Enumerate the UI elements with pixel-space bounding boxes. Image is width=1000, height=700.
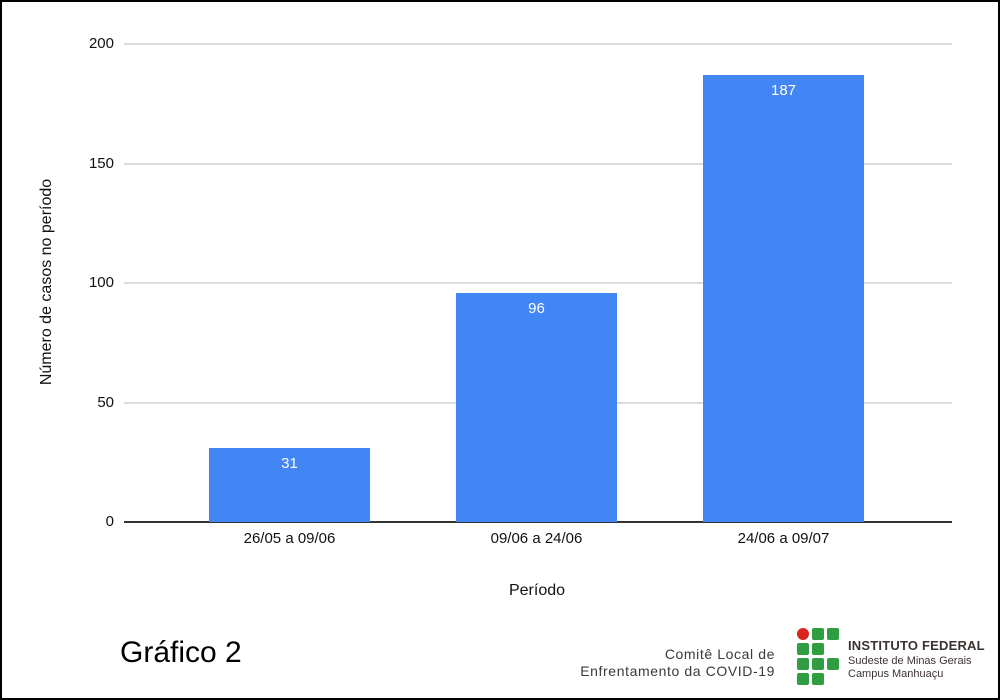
logo-green-square xyxy=(797,643,809,655)
bar-value-label: 31 xyxy=(281,454,298,472)
logo-campus: Campus Manhuaçu xyxy=(848,668,944,680)
logo-green-square xyxy=(797,673,809,685)
logo-red-dot xyxy=(797,628,809,640)
bar-value-label: 187 xyxy=(770,82,797,100)
credit-text: Comitê Local de Enfrentamento da COVID-1… xyxy=(580,646,775,680)
y-tick-label: 0 xyxy=(105,513,114,530)
instituto-federal-logo: INSTITUTO FEDERAL Sudeste de Minas Gerai… xyxy=(797,628,985,688)
chart-title: Gráfico 2 xyxy=(120,636,242,669)
x-category-label: 24/06 a 09/07 xyxy=(737,530,830,547)
y-tick-label: 100 xyxy=(88,274,114,291)
bar xyxy=(703,75,864,522)
if-logo-icon xyxy=(797,628,841,688)
logo-green-square xyxy=(827,658,839,670)
gridline xyxy=(124,43,952,45)
credit-line-1: Comitê Local de xyxy=(664,646,775,662)
gridline xyxy=(124,162,952,165)
logo-institution-name: INSTITUTO FEDERAL xyxy=(848,638,985,653)
x-category-label: 26/05 a 09/06 xyxy=(243,530,336,547)
logo-green-square xyxy=(797,658,809,670)
bar xyxy=(456,292,617,522)
logo-green-square xyxy=(812,643,824,655)
y-tick-label: 50 xyxy=(97,393,114,411)
bar-value-label: 96 xyxy=(528,299,545,317)
x-category-label: 09/06 a 24/06 xyxy=(490,530,583,547)
y-tick-label: 150 xyxy=(88,154,114,172)
logo-green-square xyxy=(812,658,824,670)
logo-green-square xyxy=(827,628,839,640)
y-tick-label: 200 xyxy=(88,35,114,52)
x-axis-title: Período xyxy=(508,582,566,599)
logo-region: Sudeste de Minas Gerais xyxy=(848,655,972,667)
logo-green-square xyxy=(812,628,824,640)
logo-text: INSTITUTO FEDERAL Sudeste de Minas Gerai… xyxy=(848,628,985,688)
logo-green-square xyxy=(812,673,824,685)
bar xyxy=(209,447,370,522)
gridline xyxy=(124,282,952,284)
credit-line-2: Enfrentamento da COVID-19 xyxy=(580,663,775,679)
x-axis-line xyxy=(124,521,952,523)
